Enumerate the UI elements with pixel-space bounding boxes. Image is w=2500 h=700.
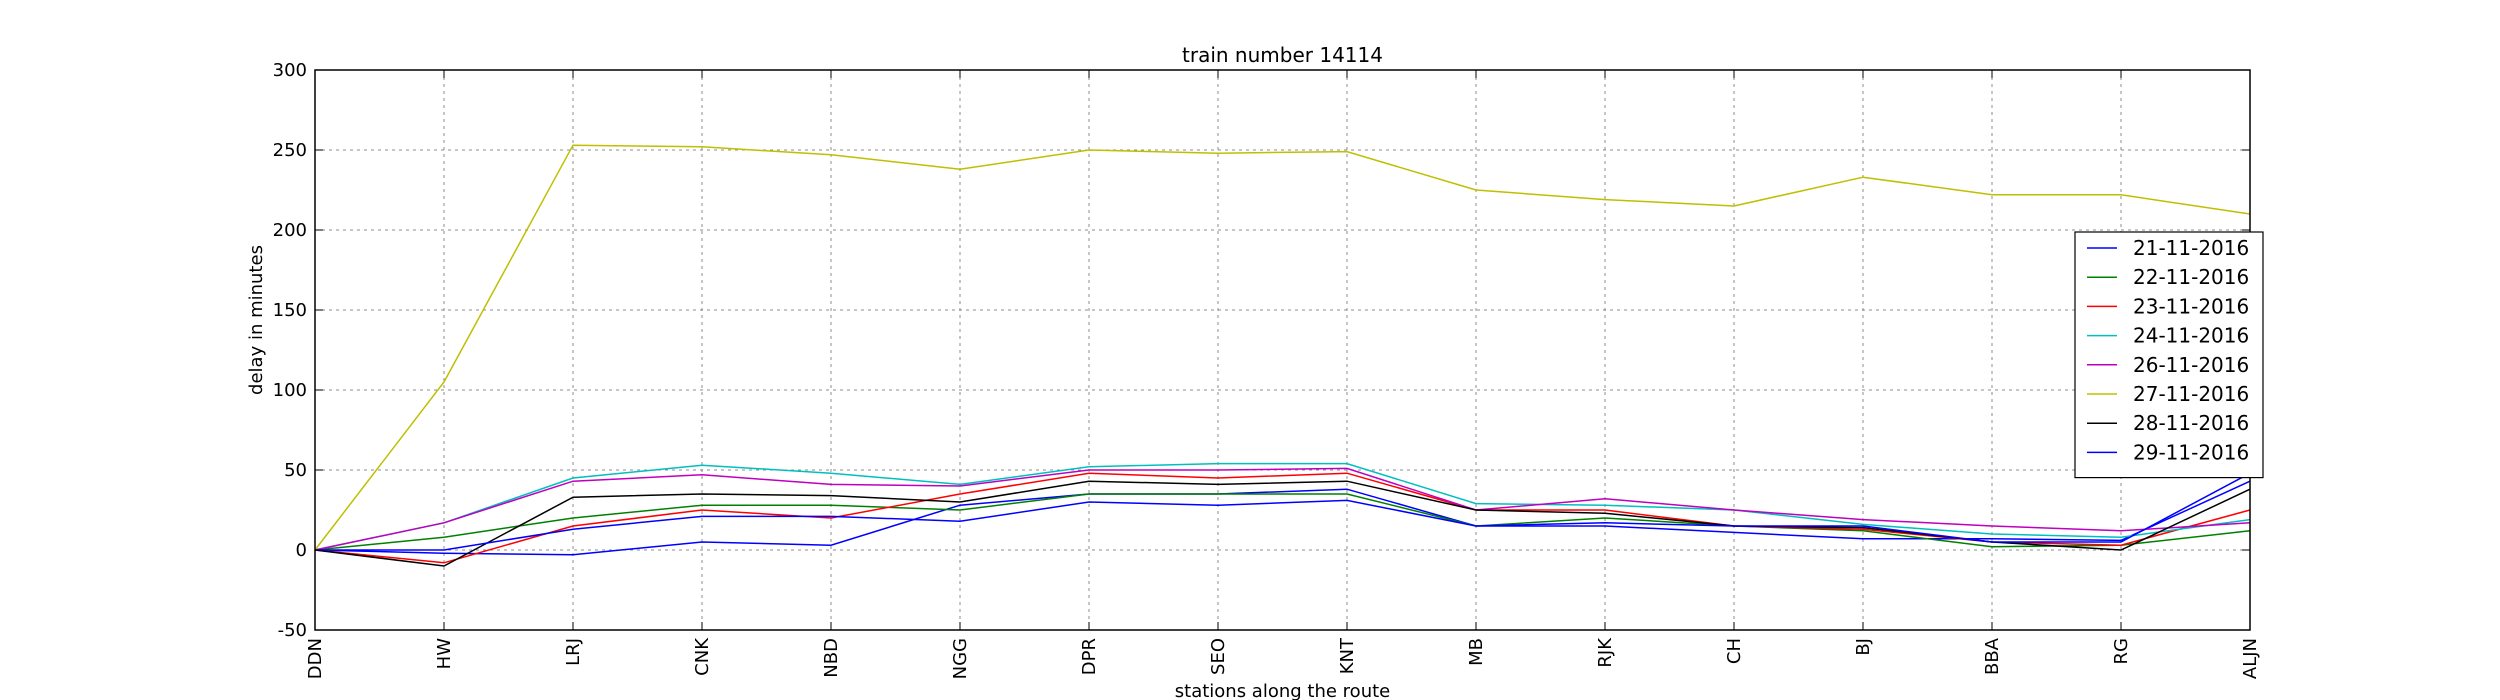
chart-title: train number 14114: [1182, 43, 1383, 67]
x-tick-label: CNK: [692, 637, 713, 676]
x-tick-label: RJK: [1595, 637, 1616, 668]
x-tick-label: BJ: [1853, 638, 1874, 656]
plot-frame: [314, 69, 2251, 631]
x-tick-label: ALJN: [2240, 638, 2261, 679]
x-tick-label: HW: [434, 638, 455, 670]
grid-lines: [315, 70, 2250, 630]
legend-box: [2074, 231, 2264, 479]
x-tick-label: MB: [1466, 638, 1487, 666]
x-tick-label: NBD: [821, 638, 842, 678]
x-tick-label: CH: [1724, 638, 1745, 664]
x-tick-label: BBA: [1982, 637, 2003, 675]
legend-entry: 21-11-2016: [2133, 236, 2249, 260]
y-tick-label: 300: [273, 60, 307, 81]
y-tick-label: 0: [296, 540, 307, 561]
x-tick-label: DDN: [305, 638, 326, 679]
series-line-26-11-2016: [314, 467, 2251, 551]
series-line-21-11-2016: [314, 480, 2251, 556]
legend-entry: 22-11-2016: [2133, 265, 2249, 289]
legend-entry: 27-11-2016: [2133, 382, 2249, 406]
legend-entry: 28-11-2016: [2133, 411, 2249, 435]
legend-entry: 24-11-2016: [2133, 324, 2249, 348]
legend-entry: 23-11-2016: [2133, 294, 2249, 318]
y-tick-label: -50: [278, 620, 307, 641]
y-tick-label: 50: [284, 460, 307, 481]
x-axis-label: stations along the route: [1175, 681, 1390, 700]
x-tick-label: SEO: [1208, 638, 1229, 675]
legend: 21-11-2016 22-11-2016 23-11-2016 24-11-2016…: [2074, 231, 2264, 479]
y-axis-label: delay in minutes: [246, 245, 267, 395]
x-tick-label: RG: [2111, 638, 2132, 664]
x-tick-label: LRJ: [563, 638, 584, 666]
series-line-23-11-2016: [314, 472, 2251, 564]
y-tick-label: 150: [273, 300, 307, 321]
x-tick-label: NGG: [950, 638, 971, 679]
series-line-22-11-2016: [314, 493, 2251, 551]
series-lines: [314, 144, 2251, 567]
x-tick-label: DPR: [1079, 638, 1100, 675]
legend-entry: 29-11-2016: [2133, 440, 2249, 464]
series-line-24-11-2016: [314, 462, 2251, 551]
series-line-27-11-2016: [314, 144, 2251, 551]
y-tick-label: 200: [273, 220, 307, 241]
legend-entry: 26-11-2016: [2133, 353, 2249, 377]
series-line-29-11-2016: [315, 472, 2251, 551]
series-line-28-11-2016: [314, 480, 2251, 567]
y-tick-label: 100: [273, 380, 307, 401]
y-tick-label: 250: [273, 140, 307, 161]
x-tick-label: KNT: [1337, 637, 1358, 674]
axis-ticks: -50 0 50 100 150 200 250 300 DDN HW LRJ CNK NBD NGG DP…: [273, 60, 2261, 679]
